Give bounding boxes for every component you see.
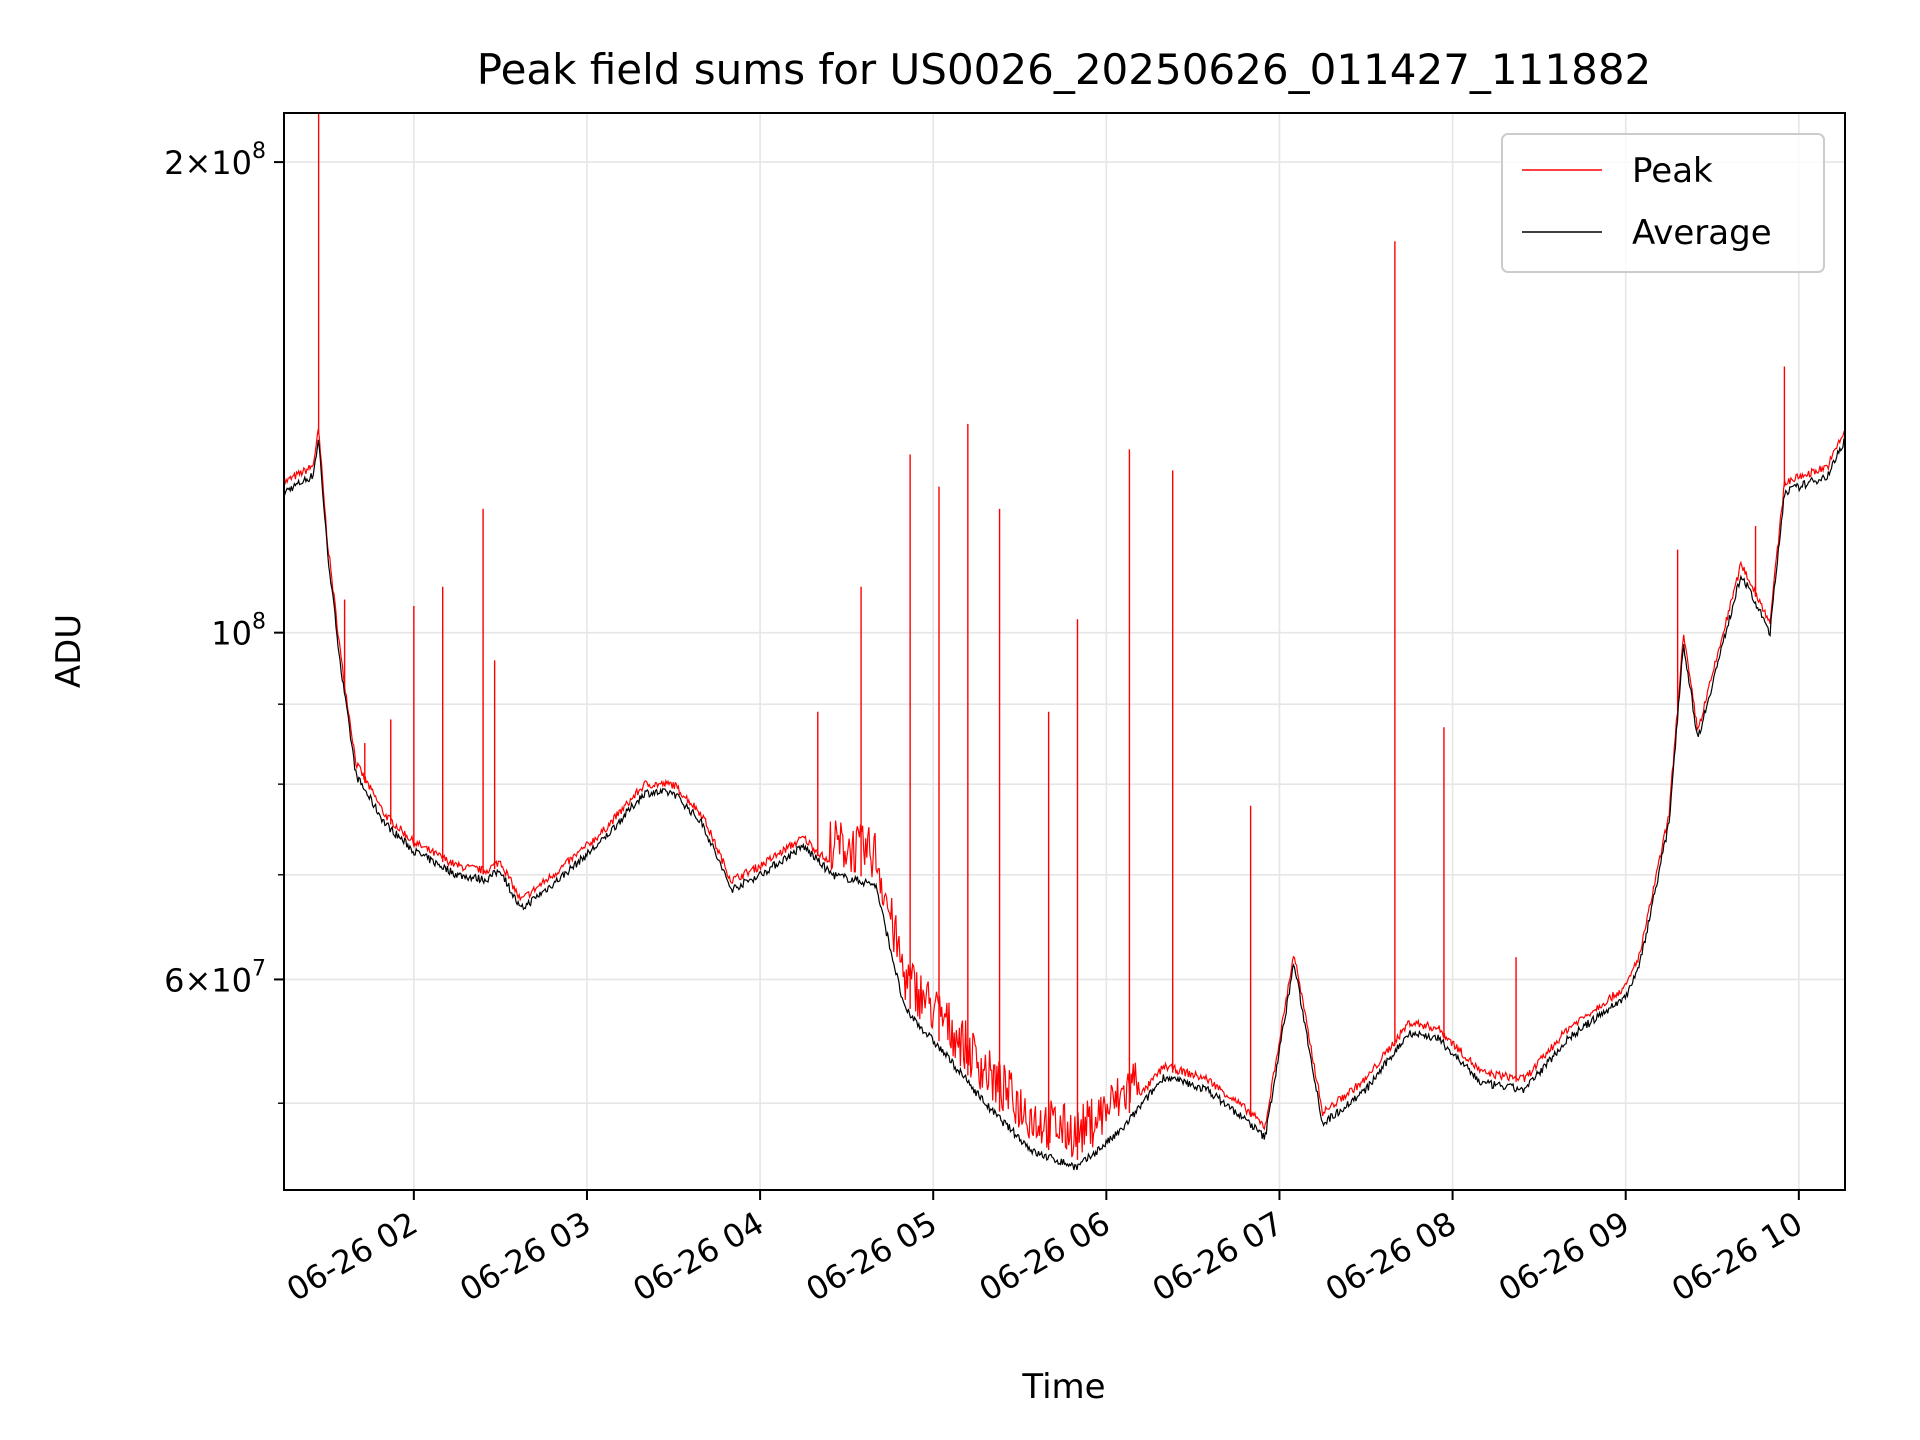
legend-label-average: Average xyxy=(1632,213,1772,253)
y-axis-label: ADU xyxy=(49,614,89,688)
x-tick-label: 06-26 03 xyxy=(453,1204,597,1309)
y-tick-label: 6×107 xyxy=(164,956,266,999)
series-layer xyxy=(284,113,1845,1171)
x-tick-label: 06-26 08 xyxy=(1319,1204,1463,1309)
x-axis: 06-26 02 06-26 03 06-26 04 06-26 05 06-26 06… xyxy=(280,1190,1809,1309)
x-tick-label: 06-26 07 xyxy=(1146,1204,1290,1309)
x-axis-label: Time xyxy=(1021,1367,1105,1407)
series-line-peak xyxy=(284,428,1845,1158)
chart-title: Peak field sums for US0026_20250626_0114… xyxy=(477,45,1652,94)
x-tick-label: 06-26 02 xyxy=(280,1204,424,1309)
x-tick-label: 06-26 10 xyxy=(1665,1204,1809,1309)
y-tick-label: 108 xyxy=(211,610,266,653)
plot-frame xyxy=(283,112,1846,1191)
x-tick-label: 06-26 05 xyxy=(800,1204,944,1309)
legend-box xyxy=(1501,133,1825,273)
x-tick-label: 06-26 04 xyxy=(626,1204,770,1309)
legend: Peak Average xyxy=(1501,133,1825,273)
series-line-average xyxy=(284,438,1845,1171)
legend-label-peak: Peak xyxy=(1632,151,1713,191)
y-axis: 2×108 108 6×107 xyxy=(164,139,284,1104)
x-tick-label: 06-26 06 xyxy=(973,1204,1117,1309)
x-tick-label: 06-26 09 xyxy=(1492,1204,1636,1309)
grid xyxy=(284,113,1845,1190)
y-tick-label: 2×108 xyxy=(164,139,266,182)
